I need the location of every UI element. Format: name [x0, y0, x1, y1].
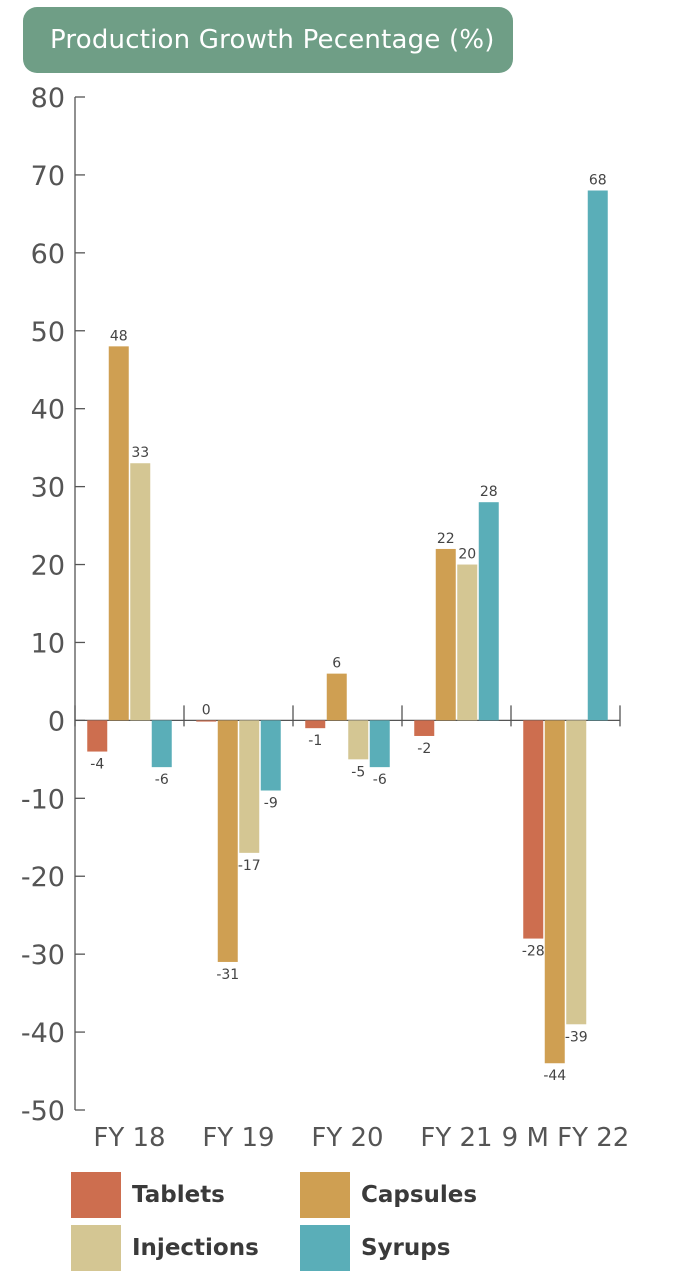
data-label: 33	[131, 445, 149, 461]
legend-swatch-syrups	[300, 1225, 350, 1271]
x-tick-label: FY 19	[202, 1123, 274, 1153]
bar-capsules-fy-21	[435, 548, 456, 721]
bar-syrups-fy-21	[478, 502, 499, 721]
y-tick-label: 80	[31, 83, 65, 114]
y-tick-label: -10	[21, 784, 65, 815]
y-tick-label: 20	[31, 551, 65, 582]
bar-syrups-9-m-fy-22	[587, 190, 608, 721]
data-label: 68	[589, 173, 607, 189]
y-tick-label: 10	[31, 628, 65, 659]
legend-item-injections: Injections	[71, 1225, 259, 1271]
y-tick-label: -40	[21, 1018, 65, 1049]
chart-title: Production Growth Pecentage (%)	[50, 25, 495, 55]
data-label: -1	[308, 733, 322, 749]
legend-label-syrups: Syrups	[361, 1235, 451, 1261]
data-label: -44	[543, 1068, 566, 1084]
legend-swatch-injections	[71, 1225, 121, 1271]
data-label: 48	[110, 328, 128, 344]
bar-tablets-fy-20	[305, 720, 326, 729]
data-label: -6	[373, 772, 387, 788]
x-tick-label: 9 M FY 22	[502, 1123, 630, 1153]
bar-syrups-fy-20	[369, 720, 390, 768]
y-tick-label: 50	[31, 317, 65, 348]
data-label: 20	[458, 547, 476, 563]
data-label: -2	[417, 741, 431, 757]
y-tick-label: -30	[21, 940, 65, 971]
data-label: -17	[238, 858, 261, 874]
data-label: 0	[202, 702, 211, 718]
x-tick-label: FY 21	[420, 1123, 492, 1153]
legend-item-tablets: Tablets	[71, 1172, 225, 1218]
bar-capsules-fy-19	[217, 720, 238, 962]
bar-tablets-fy-19	[196, 720, 217, 722]
bar-tablets-fy-21	[414, 720, 435, 736]
y-tick-label: 40	[31, 395, 65, 426]
chart-title-banner: Production Growth Pecentage (%)	[23, 7, 513, 73]
bar-injections-fy-19	[239, 720, 260, 853]
data-label: -6	[155, 772, 169, 788]
bar-injections-9-m-fy-22	[566, 720, 587, 1025]
data-label: -4	[90, 757, 104, 773]
bar-injections-fy-21	[457, 564, 478, 721]
data-label: -31	[216, 967, 239, 983]
data-label: 6	[332, 656, 341, 672]
data-label: 22	[437, 531, 455, 547]
data-label: -5	[351, 764, 365, 780]
data-label: -28	[522, 944, 545, 960]
y-tick-label: -20	[21, 862, 65, 893]
y-tick-label: 70	[31, 161, 65, 192]
bar-injections-fy-20	[348, 720, 369, 760]
legend-swatch-capsules	[300, 1172, 350, 1218]
x-tick-label: FY 18	[93, 1123, 165, 1153]
y-tick-label: -50	[21, 1096, 65, 1127]
legend-item-capsules: Capsules	[300, 1172, 477, 1218]
bar-capsules-9-m-fy-22	[544, 720, 565, 1064]
legend-item-syrups: Syrups	[300, 1225, 450, 1271]
y-tick-label: 60	[31, 239, 65, 270]
data-label: -9	[264, 796, 278, 812]
bar-tablets-fy-18	[87, 720, 108, 752]
bar-syrups-fy-18	[151, 720, 172, 768]
legend-label-capsules: Capsules	[361, 1182, 478, 1208]
y-tick-label: 30	[31, 473, 65, 504]
x-tick-label: FY 20	[311, 1123, 383, 1153]
y-tick-label: 0	[48, 706, 65, 737]
bar-capsules-fy-20	[326, 673, 347, 721]
data-label: -39	[565, 1029, 588, 1045]
bar-tablets-9-m-fy-22	[523, 720, 544, 939]
data-label: 28	[480, 484, 498, 500]
bar-syrups-fy-19	[260, 720, 281, 791]
bar-injections-fy-18	[130, 463, 151, 721]
legend-swatch-tablets	[71, 1172, 121, 1218]
bar-capsules-fy-18	[108, 346, 129, 721]
legend-label-injections: Injections	[132, 1235, 259, 1261]
legend-label-tablets: Tablets	[132, 1182, 225, 1208]
